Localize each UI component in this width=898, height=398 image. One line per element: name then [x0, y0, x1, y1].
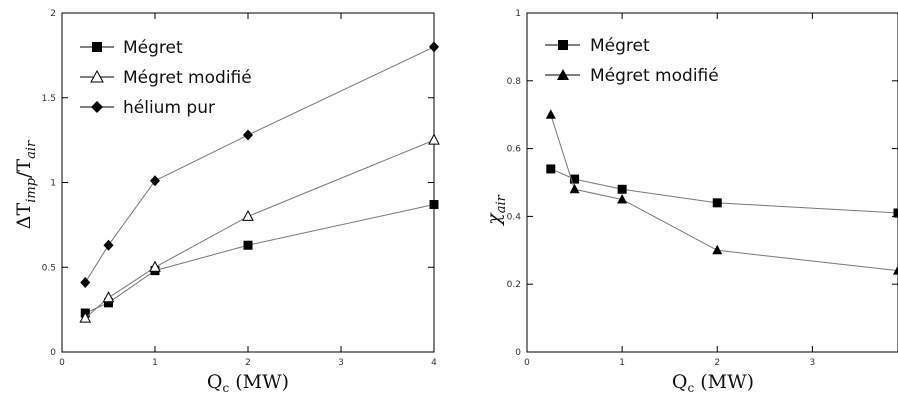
- left-data-point-s2-0: [80, 277, 91, 289]
- left-chart: 0 1 2 3 4 0 0.5 1 1.5 2 Mégret Mégret modifié hél…: [13, 9, 440, 395]
- left-data-point-s1-1: [102, 291, 115, 303]
- right-legend-label-1: Mégret modifié: [590, 66, 719, 86]
- right-x-tick-label: 0: [524, 358, 530, 368]
- left-data-point-s2-2: [150, 175, 160, 187]
- left-y-tick-label: 1.5: [42, 94, 56, 104]
- right-plot-frame: [526, 12, 898, 353]
- right-y-tick-label: 0.8: [507, 77, 522, 87]
- left-data-point-s0-4: [429, 200, 439, 210]
- right-x-axis-label: Qc (MW): [672, 371, 754, 395]
- left-y-axis-label: ΔTimp/Tair: [13, 140, 39, 229]
- right-y-tick-label: 0.4: [507, 212, 522, 222]
- right-series-group: [545, 109, 898, 275]
- right-legend-marker-1: [557, 69, 569, 80]
- left-y-tick-label: 0: [50, 348, 56, 358]
- right-data-point-s1-1: [569, 183, 580, 194]
- right-y-tick-label: 0.6: [507, 145, 522, 155]
- left-legend-marker-2: [91, 101, 103, 113]
- right-x-tick-label: 2: [714, 358, 720, 368]
- right-y-tick-label: 1: [515, 9, 521, 19]
- right-data-point-s0-1: [570, 174, 580, 184]
- left-data-point-s1-2: [149, 260, 161, 272]
- right-y-tick-label: 0: [515, 348, 521, 358]
- left-plot-frame: [61, 12, 435, 353]
- right-y-tick-label: 0.2: [507, 280, 521, 290]
- left-x-tick-label: 4: [431, 358, 437, 368]
- left-data-point-s0-1: [104, 298, 113, 308]
- left-y-tick-label: 0.5: [42, 263, 56, 273]
- right-legend-marker-0: [558, 40, 568, 50]
- right-data-point-s0-3: [712, 198, 722, 208]
- left-legend-marker-0: [92, 42, 102, 52]
- left-x-tick-label: 1: [152, 358, 158, 368]
- right-axis-ticks: 0 1 2 3 0 0.2 0.4 0.6 0.8 1: [507, 9, 898, 368]
- left-data-point-s1-0: [79, 311, 92, 323]
- right-x-tick-label: 1: [619, 358, 625, 368]
- right-data-point-s1-0: [545, 109, 556, 119]
- left-data-point-s1-4: [428, 133, 440, 145]
- right-data-point-s0-2: [617, 184, 627, 194]
- left-legend-marker-1: [90, 69, 104, 83]
- right-data-point-s0-4: [893, 208, 898, 218]
- right-data-point-s1-4: [893, 265, 898, 275]
- left-axis-ticks: 0 1 2 3 4 0 0.5 1 1.5 2: [42, 9, 437, 368]
- left-data-point-s0-3: [243, 240, 253, 250]
- right-series-line-1: [550, 114, 898, 272]
- left-x-tick-label: 2: [245, 358, 251, 368]
- left-y-tick-label: 1: [50, 179, 56, 189]
- left-x-axis-label: Qc (MW): [207, 371, 289, 395]
- right-legend: Mégret Mégret modifié: [545, 36, 719, 86]
- left-series-group: [79, 41, 440, 323]
- left-data-point-s1-3: [242, 209, 254, 221]
- left-x-tick-label: 3: [338, 358, 344, 368]
- left-legend-label-1: Mégret modifié: [123, 68, 252, 88]
- left-data-point-s2-4: [429, 41, 439, 53]
- left-y-tick-label: 2: [50, 9, 56, 19]
- left-data-point-s2-1: [103, 239, 114, 251]
- left-x-tick-label: 0: [59, 358, 65, 368]
- right-data-point-s1-3: [712, 244, 723, 255]
- left-data-point-s2-3: [243, 129, 253, 141]
- right-x-tick-label: 3: [810, 358, 816, 368]
- right-data-point-s1-2: [617, 193, 628, 204]
- right-data-point-s0-0: [546, 164, 556, 174]
- left-legend-label-0: Mégret: [123, 38, 183, 58]
- left-legend-label-2: hélium pur: [123, 98, 215, 118]
- left-legend: Mégret Mégret modifié hélium pur: [80, 38, 252, 118]
- right-series-line-0: [550, 168, 898, 214]
- left-series-line-1: [84, 139, 435, 319]
- right-chart: 0 1 2 3 0 0.2 0.4 0.6 0.8 1 Mégret Mégret modifié…: [483, 9, 898, 395]
- right-y-axis-label: χair: [483, 194, 509, 226]
- right-legend-label-0: Mégret: [590, 36, 650, 56]
- left-series-line-0: [85, 204, 435, 314]
